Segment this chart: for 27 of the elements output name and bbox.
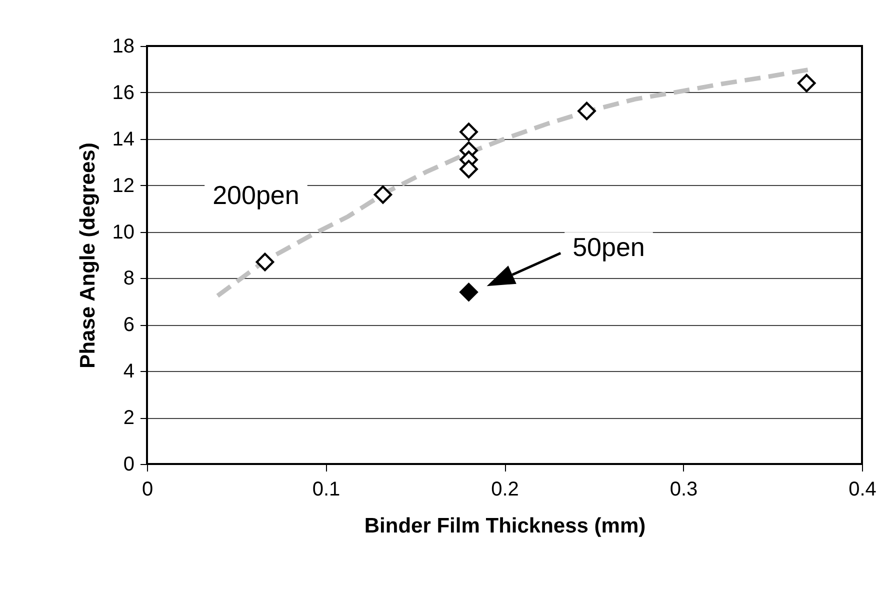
point bbox=[797, 74, 816, 92]
point bbox=[460, 282, 478, 302]
y-axis-title: Phase Angle (degrees) bbox=[76, 142, 100, 368]
x-tick-label: 0.3 bbox=[670, 478, 698, 500]
x-tick-label: 0.1 bbox=[312, 478, 340, 500]
y-tick-label: 4 bbox=[123, 360, 134, 383]
y-tick-label: 14 bbox=[112, 128, 134, 150]
point bbox=[460, 122, 478, 142]
x-axis-title: Binder Film Thickness (mm) bbox=[364, 514, 646, 538]
point bbox=[460, 160, 478, 178]
x-tick-label: 0 bbox=[142, 478, 154, 500]
y-tick-label: 12 bbox=[112, 174, 134, 197]
y-tick-label: 16 bbox=[112, 82, 134, 104]
y-tick-label: 6 bbox=[123, 314, 134, 336]
line-series bbox=[215, 67, 811, 298]
y-tick-label: 8 bbox=[123, 268, 134, 290]
text: 200pen bbox=[212, 180, 300, 210]
y-tick-label: 10 bbox=[112, 221, 134, 244]
x-tick-label: 0.4 bbox=[848, 478, 876, 500]
y-tick-label: 2 bbox=[123, 407, 134, 430]
legend-label: 50pen bbox=[572, 232, 645, 262]
y-tick-label: 0 bbox=[123, 454, 134, 476]
point bbox=[256, 252, 274, 272]
x-tick-label: 0.2 bbox=[491, 478, 519, 500]
point bbox=[374, 185, 392, 204]
point bbox=[578, 102, 596, 120]
y-tick-label: 18 bbox=[112, 36, 134, 58]
